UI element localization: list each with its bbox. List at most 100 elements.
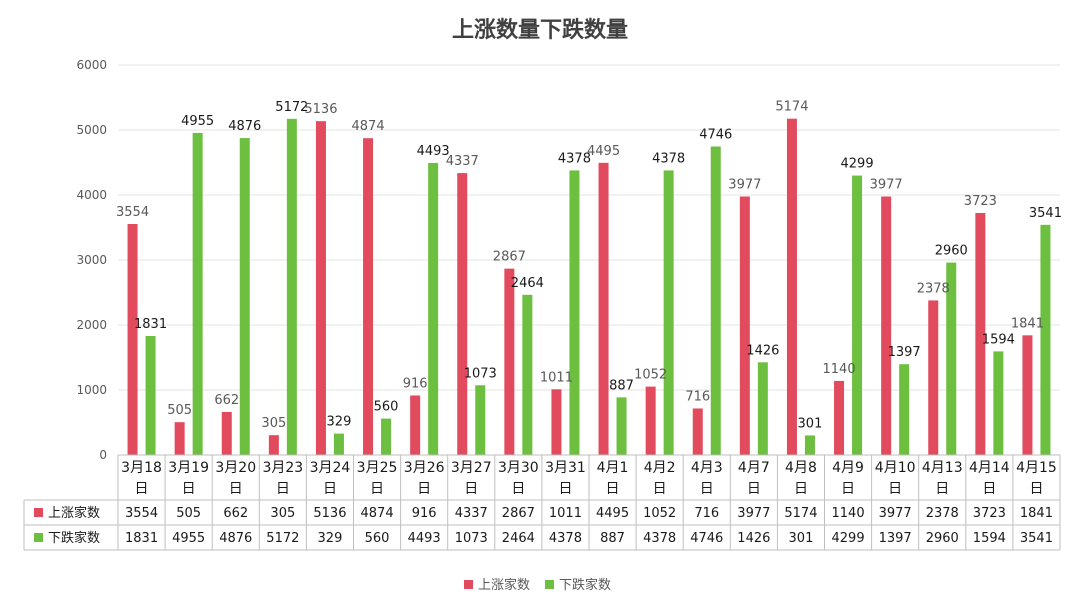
- bar-up: [551, 389, 562, 455]
- category-label: 4月15: [1016, 460, 1057, 476]
- category-label: 日: [888, 481, 902, 497]
- legend-key-down: [545, 580, 554, 589]
- bar-up: [504, 268, 515, 455]
- bar-up: [221, 411, 232, 455]
- category-label: 日: [1029, 481, 1043, 497]
- y-tick-label: 5000: [76, 123, 107, 137]
- bar-up: [598, 162, 609, 455]
- data-label-up: 4874: [352, 119, 385, 134]
- table-cell-down: 1594: [973, 531, 1006, 546]
- bar-up: [786, 118, 797, 455]
- data-label-down: 1831: [134, 317, 167, 332]
- category-label: 日: [700, 481, 714, 497]
- bar-up: [739, 196, 750, 455]
- data-label-up: 1011: [540, 370, 573, 385]
- legend-key-up: [464, 580, 473, 589]
- table-row-header-down: 下跌家数: [48, 530, 100, 546]
- data-label-up: 662: [214, 393, 239, 408]
- table-cell-down: 1426: [737, 531, 770, 546]
- table-cell-down: 4378: [549, 531, 582, 546]
- table-cell-up: 1011: [549, 506, 582, 521]
- data-label-up: 916: [403, 376, 428, 391]
- bar-up: [1022, 335, 1033, 455]
- table-cell-up: 2867: [502, 506, 535, 521]
- table-cell-down: 4378: [643, 531, 676, 546]
- category-label: 3月31: [545, 460, 586, 476]
- category-label: 3月30: [498, 460, 539, 476]
- bar-down: [804, 435, 815, 455]
- bar-down: [1040, 224, 1051, 455]
- table-cell-up: 1140: [832, 506, 865, 521]
- category-label: 日: [323, 481, 337, 497]
- table-cell-down: 1831: [125, 531, 158, 546]
- category-label: 3月27: [451, 460, 492, 476]
- category-label: 日: [606, 481, 620, 497]
- category-label: 4月14: [969, 460, 1010, 476]
- bar-down: [710, 146, 721, 455]
- bar-down: [663, 170, 674, 455]
- bar-up: [315, 121, 326, 455]
- table-cell-down: 2464: [502, 531, 535, 546]
- bar-up: [268, 435, 279, 455]
- data-label-up: 5136: [304, 102, 337, 117]
- data-label-down: 560: [374, 400, 399, 415]
- bar-down: [192, 132, 203, 456]
- category-label: 日: [276, 481, 290, 497]
- category-label: 4月9: [832, 460, 864, 476]
- category-label: 日: [558, 481, 572, 497]
- bar-down: [569, 170, 580, 455]
- data-label-up: 2867: [493, 250, 526, 265]
- category-label: 日: [182, 481, 196, 497]
- bar-down: [522, 294, 533, 455]
- category-label: 3月20: [215, 460, 256, 476]
- bar-down: [852, 175, 863, 455]
- y-tick-label: 6000: [76, 58, 107, 72]
- category-label: 日: [794, 481, 808, 497]
- table-cell-down: 2960: [926, 531, 959, 546]
- data-label-down: 1397: [888, 345, 921, 360]
- table-cell-down: 1073: [455, 531, 488, 546]
- table-cell-up: 5174: [784, 506, 817, 521]
- bar-up: [127, 223, 138, 455]
- data-label-up: 505: [167, 403, 192, 418]
- data-label-down: 4955: [181, 114, 214, 129]
- y-tick-label: 3000: [76, 253, 107, 267]
- table-cell-up: 1841: [1020, 506, 1053, 521]
- bar-down: [616, 397, 627, 455]
- bar-up: [174, 422, 185, 455]
- bar-up: [881, 196, 892, 455]
- category-label: 日: [511, 481, 525, 497]
- data-label-up: 3723: [964, 194, 997, 209]
- bar-down: [757, 362, 768, 455]
- bar-up: [457, 173, 468, 455]
- bar-up: [363, 138, 374, 455]
- table-cell-down: 301: [789, 531, 814, 546]
- category-label: 日: [982, 481, 996, 497]
- table-cell-down: 3541: [1020, 531, 1053, 546]
- bar-up: [410, 395, 421, 455]
- table-cell-down: 4746: [690, 531, 723, 546]
- table-legend-key-down: [34, 533, 43, 542]
- category-label: 3月19: [168, 460, 209, 476]
- category-label: 3月26: [404, 460, 445, 476]
- category-label: 4月13: [922, 460, 963, 476]
- legend-label-down: 下跌家数: [559, 577, 611, 593]
- table-cell-up: 1052: [643, 506, 676, 521]
- table-cell-down: 4876: [219, 531, 252, 546]
- table-cell-up: 305: [270, 506, 295, 521]
- category-label: 3月23: [262, 460, 303, 476]
- category-label: 3月25: [357, 460, 398, 476]
- data-label-up: 1052: [634, 368, 667, 383]
- category-label: 日: [935, 481, 949, 497]
- data-label-down: 4378: [652, 151, 685, 166]
- table-cell-down: 329: [318, 531, 343, 546]
- category-label: 4月8: [785, 460, 817, 476]
- bar-down: [333, 433, 344, 455]
- table-cell-up: 505: [176, 506, 201, 521]
- data-label-down: 329: [327, 415, 352, 430]
- table-cell-up: 916: [412, 506, 437, 521]
- bar-down: [993, 351, 1004, 455]
- table-cell-up: 3977: [879, 506, 912, 521]
- table-cell-up: 662: [223, 506, 248, 521]
